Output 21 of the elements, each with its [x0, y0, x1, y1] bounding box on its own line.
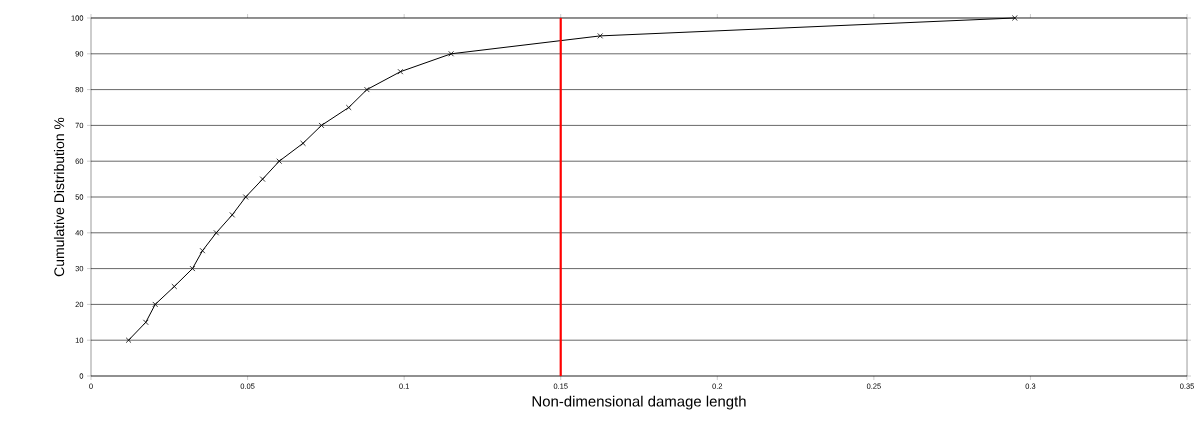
point [171, 283, 178, 290]
point [152, 301, 159, 308]
point [229, 212, 236, 218]
point [276, 158, 283, 165]
point [1011, 15, 1018, 21]
point [189, 265, 196, 272]
point [199, 247, 206, 254]
point [448, 50, 454, 57]
point [259, 176, 266, 182]
point [345, 104, 352, 111]
point [142, 319, 149, 326]
point [318, 122, 325, 129]
x-axis-title: Non-dimensional damage length [532, 395, 746, 410]
y-axis-title: Cumulative Distribution % [53, 117, 65, 277]
point [213, 229, 220, 236]
point [125, 337, 132, 344]
point [242, 194, 249, 200]
point [364, 86, 370, 93]
point [300, 140, 306, 147]
point [597, 33, 604, 39]
point [397, 68, 404, 75]
